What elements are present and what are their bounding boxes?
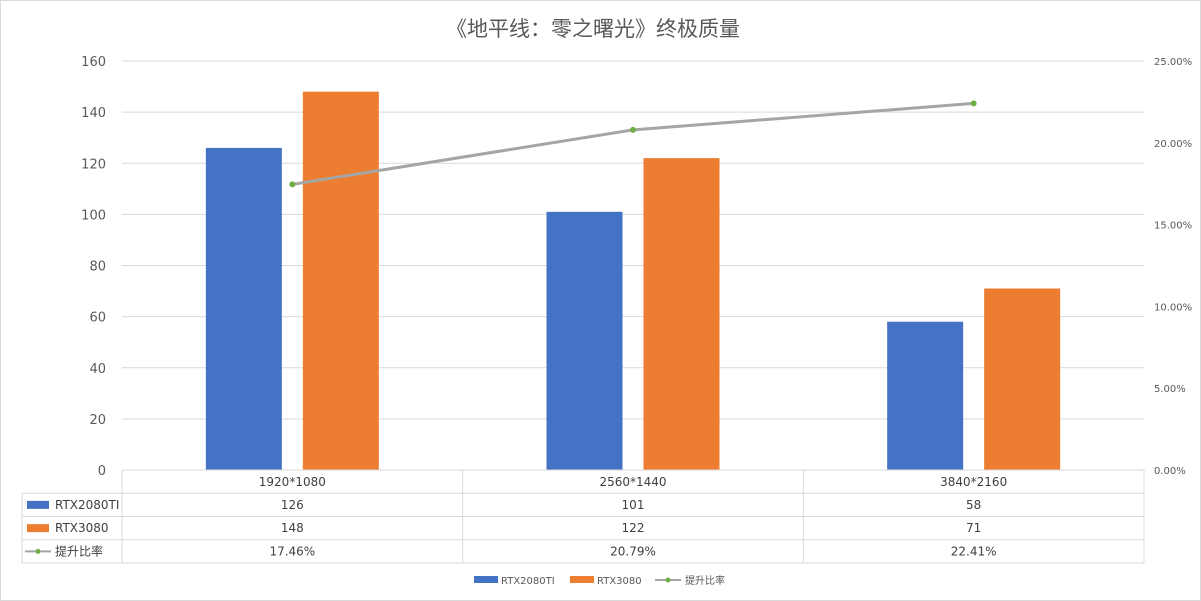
bars xyxy=(205,91,1061,471)
table-series-name: RTX2080TI xyxy=(55,498,119,512)
legend: RTX2080TI RTX3080 提升比率 xyxy=(474,574,725,587)
bar-rtx2080ti xyxy=(887,321,964,470)
x-tick-label: 1920*1080 xyxy=(259,475,326,489)
table-cell: 126 xyxy=(281,498,304,512)
legend-key-rtx3080 xyxy=(570,576,594,583)
bar-rtx2080ti xyxy=(546,211,623,470)
legend-label: RTX2080TI xyxy=(501,576,555,587)
table-cell: 20.79% xyxy=(610,544,656,558)
ratio-point xyxy=(289,181,296,188)
y-right-tick-label: 0.00% xyxy=(1154,466,1186,477)
table-cell: 58 xyxy=(966,498,981,512)
y-axis-right: 0.00% 5.00% 10.00% 15.00% 20.00% 25.00% xyxy=(1154,57,1192,477)
y-left-tick-label: 160 xyxy=(81,55,106,70)
table-series-name: RTX3080 xyxy=(55,521,109,535)
table-series-name: 提升比率 xyxy=(55,543,103,558)
y-left-tick-label: 20 xyxy=(89,413,106,428)
ratio-point xyxy=(630,126,636,133)
bar-rtx3080 xyxy=(984,288,1061,470)
x-tick-label: 3840*2160 xyxy=(940,475,1007,489)
table-cell: 148 xyxy=(281,521,304,535)
data-table: 1920*1080 2560*1440 3840*2160 RTX2080TI 126 1… xyxy=(21,469,1145,564)
gridlines xyxy=(122,60,1144,420)
y-right-tick-label: 10.00% xyxy=(1154,302,1192,313)
table-legend-key xyxy=(27,500,49,509)
table-cell: 101 xyxy=(622,498,645,512)
y-right-tick-label: 5.00% xyxy=(1154,384,1186,395)
chart-title: 《地平线：零之曙光》终极质量 xyxy=(446,17,740,41)
table-legend-key-marker xyxy=(35,548,41,554)
y-left-tick-label: 60 xyxy=(89,311,106,326)
y-left-tick-label: 100 xyxy=(81,208,106,223)
legend-key-marker xyxy=(665,577,671,583)
table-cell: 122 xyxy=(622,521,645,535)
bar-rtx3080 xyxy=(302,91,379,471)
y-left-tick-label: 40 xyxy=(89,362,106,377)
y-axis-left: 0 20 40 60 80 100 120 140 160 xyxy=(81,55,106,479)
table-cell: 22.41% xyxy=(951,544,997,558)
legend-label: RTX3080 xyxy=(597,576,642,587)
y-left-tick-label: 80 xyxy=(89,260,106,275)
ratio-line xyxy=(289,100,977,188)
y-left-tick-label: 140 xyxy=(81,106,106,121)
y-left-tick-label: 0 xyxy=(98,464,106,479)
legend-label: 提升比率 xyxy=(685,574,725,587)
y-left-tick-label: 120 xyxy=(81,157,106,172)
ratio-line-path xyxy=(292,101,974,186)
table-cell: 17.46% xyxy=(269,544,315,558)
bar-rtx2080ti xyxy=(205,147,282,470)
table-cell: 71 xyxy=(966,521,981,535)
legend-key-rtx2080ti xyxy=(474,576,498,583)
ratio-point xyxy=(970,100,977,107)
y-right-tick-label: 15.00% xyxy=(1154,221,1192,232)
bar-rtx3080 xyxy=(643,158,720,470)
y-right-tick-label: 25.00% xyxy=(1154,57,1192,68)
table-legend-key xyxy=(27,524,49,533)
y-right-tick-label: 20.00% xyxy=(1154,139,1192,150)
x-tick-label: 2560*1440 xyxy=(599,475,666,489)
